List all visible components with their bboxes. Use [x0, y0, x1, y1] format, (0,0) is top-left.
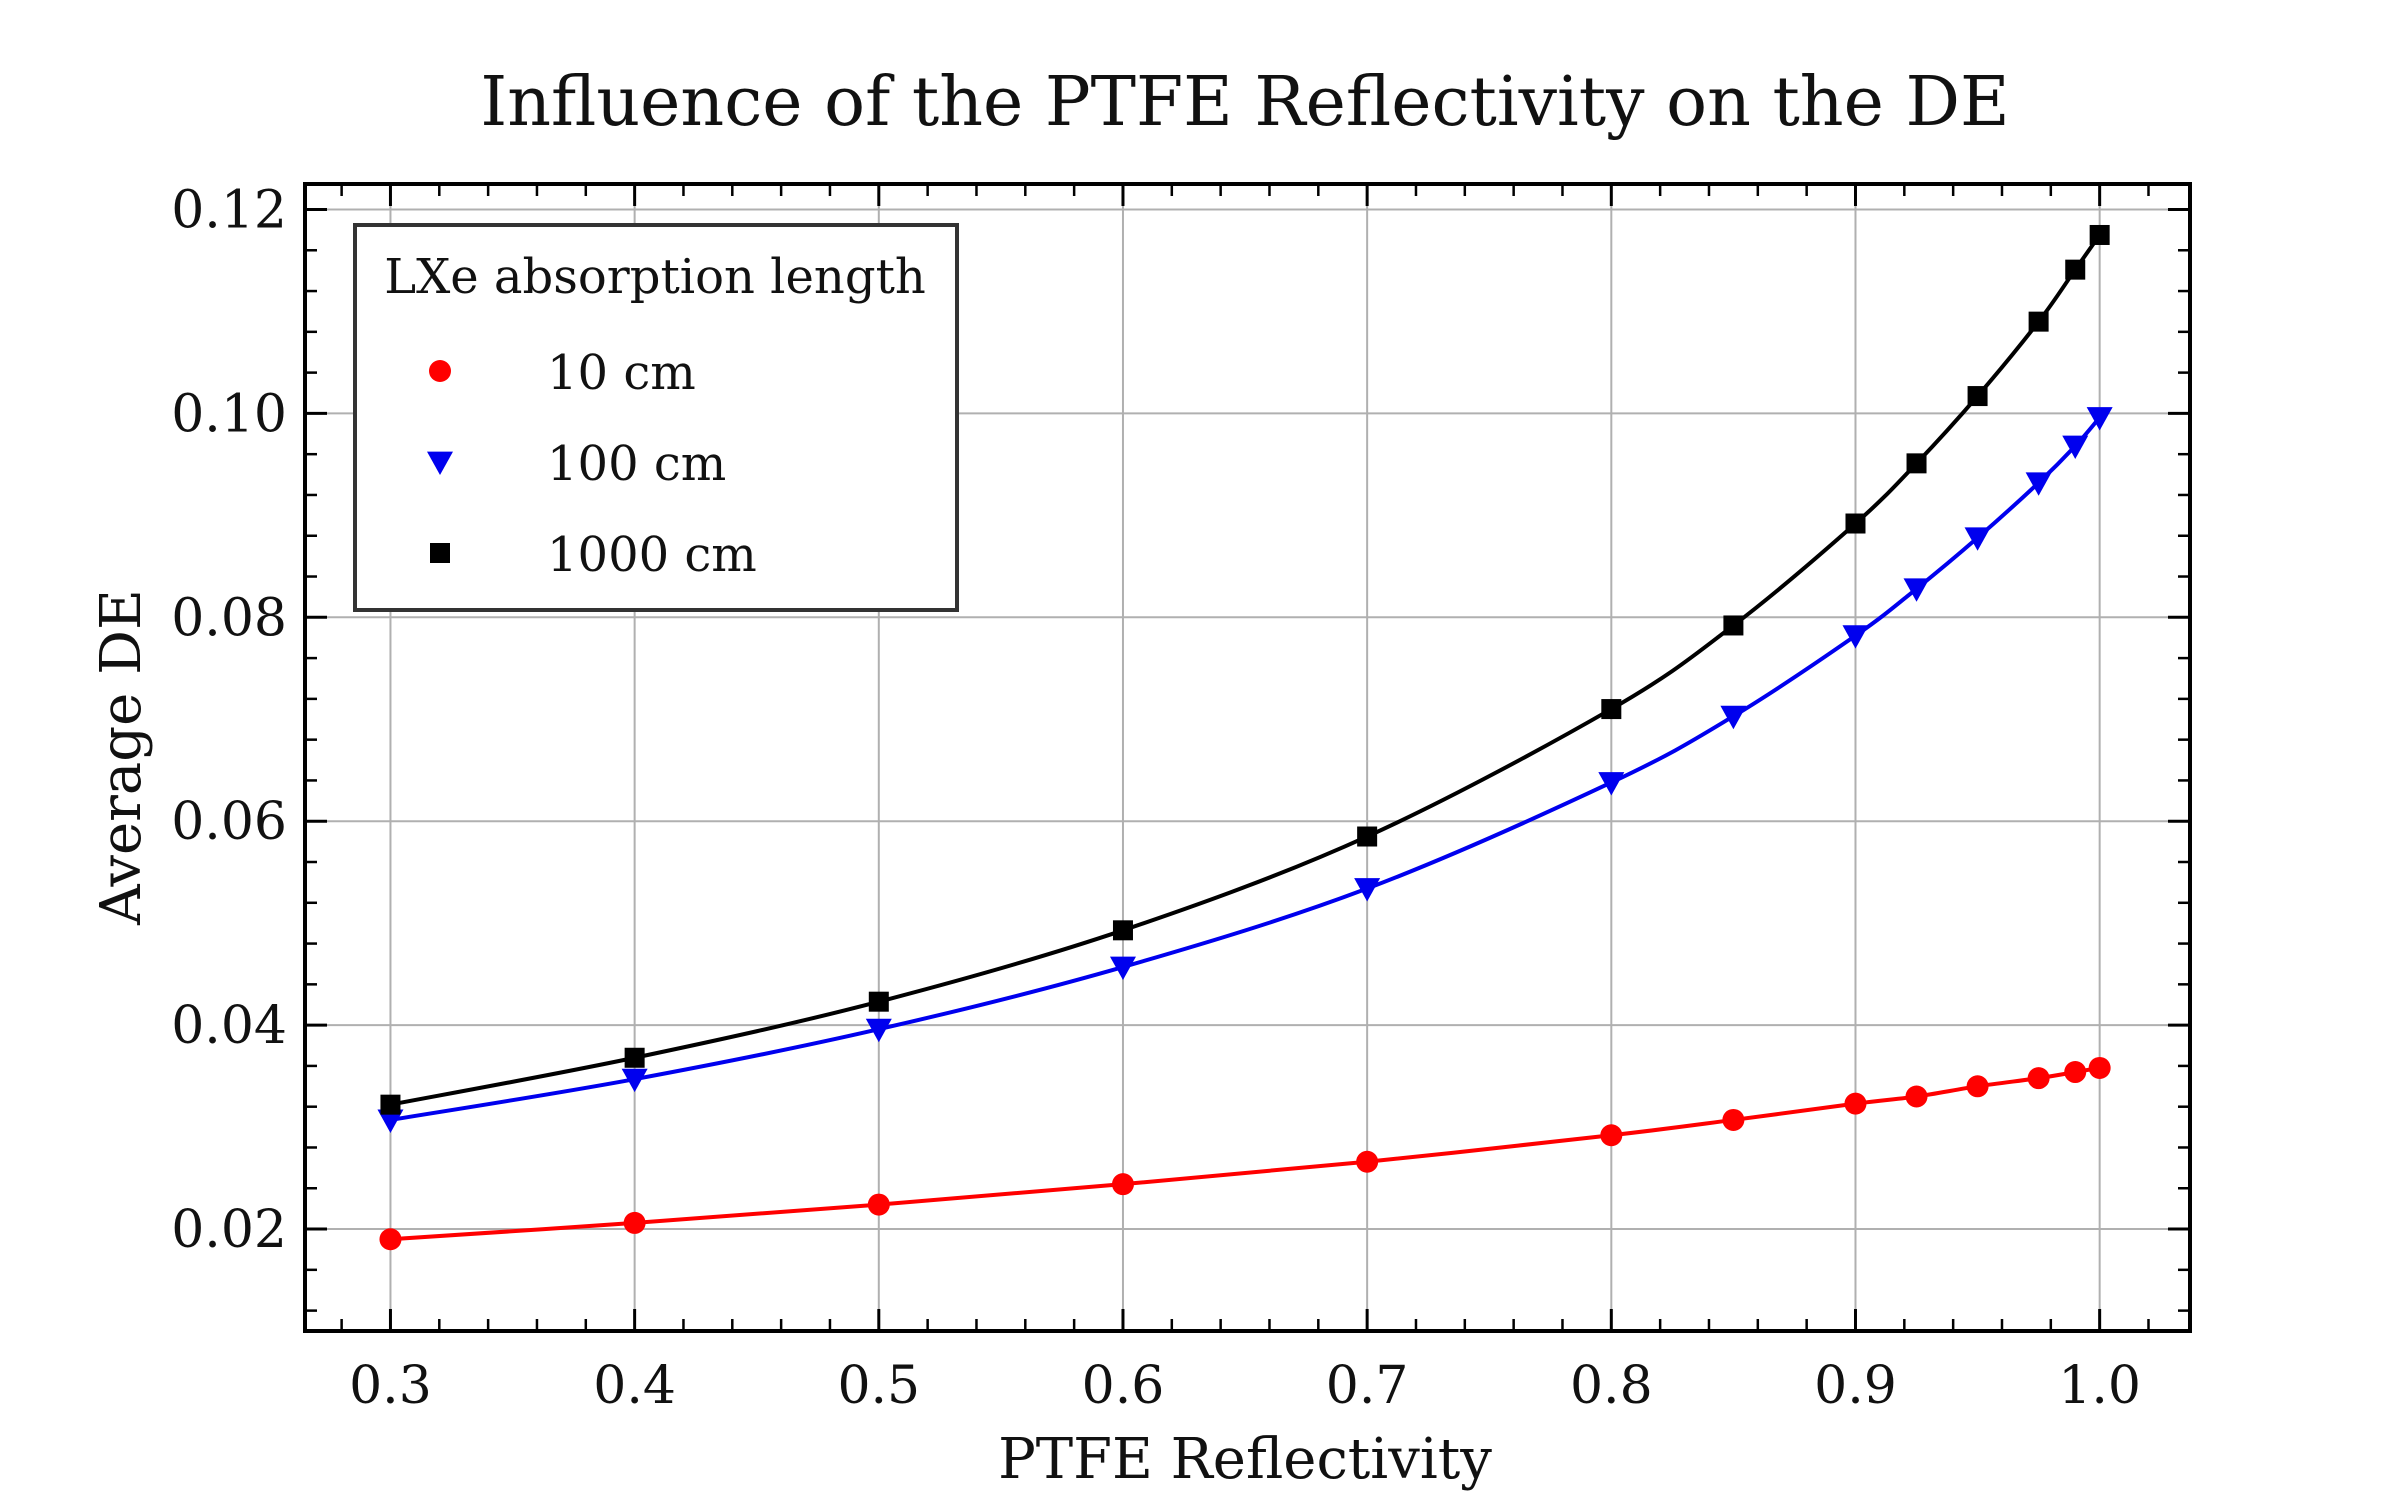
y-axis-label: Average DE — [89, 589, 154, 926]
data-point-1 — [2062, 435, 2089, 460]
data-point-0 — [2027, 1067, 2050, 1090]
legend-box — [353, 223, 959, 612]
data-point-1 — [1109, 956, 1136, 981]
data-point-1 — [1842, 625, 1869, 649]
data-point-0 — [1722, 1108, 1745, 1131]
data-point-1 — [1354, 878, 1381, 902]
legend-marker-1 — [427, 451, 453, 475]
data-point-2 — [1906, 453, 1927, 474]
x-tick-label: 0.3 — [349, 1356, 432, 1416]
x-tick-label: 0.9 — [1814, 1356, 1897, 1416]
data-point-0 — [623, 1211, 646, 1234]
x-tick-label: 0.8 — [1570, 1356, 1653, 1416]
legend-title: LXe absorption length — [384, 249, 926, 305]
data-point-1 — [865, 1018, 892, 1043]
legend-label: 100 cm — [547, 436, 726, 492]
plot-frame — [303, 182, 2192, 1333]
legend-label: 10 cm — [547, 345, 696, 401]
data-point-2 — [2028, 311, 2049, 332]
legend: LXe absorption length 10 cm 100 cm 1000 cm — [353, 223, 959, 612]
data-point-0 — [1844, 1092, 1867, 1115]
x-tick-label: 0.6 — [1082, 1356, 1165, 1416]
data-point-2 — [1967, 386, 1988, 407]
x-tick-label: 0.4 — [593, 1356, 676, 1416]
x-tick-label: 0.7 — [1326, 1356, 1409, 1416]
x-tick-labels: 0.3 0.4 0.5 0.6 0.7 0.8 0.9 1.0 — [349, 1356, 2141, 1416]
data-point-0 — [2064, 1061, 2087, 1084]
y-tick-label: 0.04 — [171, 996, 287, 1056]
data-point-2 — [1112, 920, 1133, 941]
data-point-2 — [1601, 699, 1622, 720]
axis-ticks — [305, 184, 2190, 1331]
series-markers — [377, 224, 2113, 1251]
data-point-1 — [2025, 472, 2052, 496]
y-tick-label: 0.02 — [171, 1200, 287, 1260]
data-point-1 — [1598, 772, 1625, 796]
data-point-0 — [1111, 1173, 1134, 1196]
data-point-1 — [1720, 705, 1747, 730]
data-point-0 — [1600, 1124, 1623, 1147]
x-tick-label: 0.5 — [837, 1356, 920, 1416]
data-point-2 — [624, 1047, 645, 1068]
y-tick-label: 0.12 — [171, 180, 287, 240]
data-point-0 — [1905, 1085, 1928, 1108]
data-point-0 — [379, 1228, 402, 1251]
data-point-1 — [1964, 527, 1991, 551]
data-point-1 — [2086, 407, 2113, 431]
data-point-2 — [380, 1094, 401, 1115]
data-point-1 — [377, 1109, 404, 1133]
legend-entries: 10 cm 100 cm 1000 cm — [427, 345, 757, 583]
x-tick-label: 1.0 — [2058, 1356, 2141, 1416]
data-point-2 — [1723, 615, 1744, 636]
data-point-2 — [2089, 224, 2110, 245]
data-point-0 — [2088, 1056, 2111, 1079]
y-tick-label: 0.08 — [171, 588, 287, 648]
data-point-1 — [1903, 578, 1930, 602]
data-point-0 — [867, 1193, 890, 1216]
y-tick-labels: 0.02 0.04 0.06 0.08 0.10 0.12 — [171, 180, 287, 1260]
legend-marker-0 — [429, 360, 451, 382]
legend-marker-2 — [430, 543, 450, 563]
data-point-1 — [621, 1068, 648, 1093]
data-point-2 — [2065, 259, 2086, 280]
chart-title: Influence of the PTFE Reflectivity on th… — [480, 63, 2009, 142]
data-point-0 — [1966, 1075, 1989, 1098]
data-point-2 — [1845, 513, 1866, 534]
data-point-2 — [1357, 826, 1378, 847]
y-tick-label: 0.06 — [171, 792, 287, 852]
x-axis-label: PTFE Reflectivity — [998, 1427, 1492, 1492]
y-tick-label: 0.10 — [171, 384, 287, 444]
legend-label: 1000 cm — [547, 527, 757, 583]
data-point-2 — [868, 991, 889, 1012]
data-point-0 — [1356, 1150, 1379, 1173]
